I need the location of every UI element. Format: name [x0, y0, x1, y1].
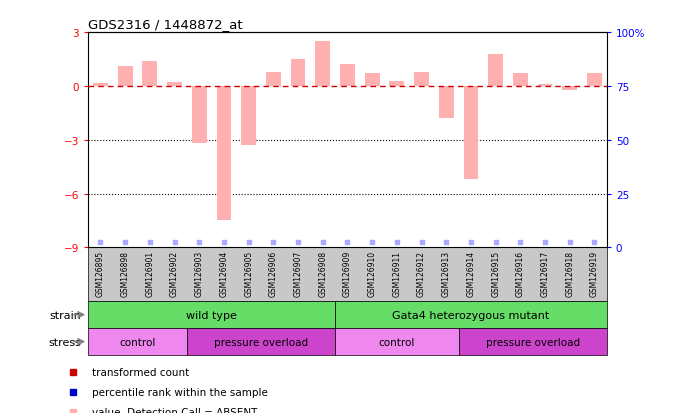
Text: transformed count: transformed count: [92, 367, 189, 377]
Bar: [562, 87, 577, 90]
Text: strain: strain: [49, 310, 81, 320]
Bar: [439, 87, 454, 119]
Text: percentile rank within the sample: percentile rank within the sample: [92, 387, 268, 397]
Bar: [167, 83, 182, 87]
Text: control: control: [379, 337, 415, 347]
Bar: [291, 60, 306, 87]
FancyBboxPatch shape: [335, 328, 458, 355]
Point: [120, 239, 131, 246]
Bar: [142, 62, 157, 87]
Bar: [513, 74, 527, 87]
Text: value, Detection Call = ABSENT: value, Detection Call = ABSENT: [92, 407, 258, 413]
Bar: [365, 74, 380, 87]
Bar: [315, 42, 330, 87]
Bar: [241, 87, 256, 146]
FancyBboxPatch shape: [88, 328, 187, 355]
Point: [95, 239, 106, 246]
Text: control: control: [119, 337, 156, 347]
Text: wild type: wild type: [186, 310, 237, 320]
Bar: [216, 87, 231, 221]
Point: [268, 239, 279, 246]
Point: [466, 239, 477, 246]
Point: [367, 239, 378, 246]
Bar: [587, 74, 602, 87]
Point: [391, 239, 402, 246]
Bar: [192, 87, 207, 144]
Point: [170, 239, 180, 246]
FancyBboxPatch shape: [335, 301, 607, 328]
Bar: [266, 72, 281, 87]
Bar: [118, 67, 133, 87]
Point: [144, 239, 155, 246]
Point: [194, 239, 205, 246]
Bar: [538, 85, 553, 87]
Bar: [414, 72, 429, 87]
Text: Gata4 heterozygous mutant: Gata4 heterozygous mutant: [393, 310, 550, 320]
Text: stress: stress: [49, 337, 81, 347]
Text: GDS2316 / 1448872_at: GDS2316 / 1448872_at: [88, 17, 243, 31]
Bar: [93, 84, 108, 87]
Bar: [464, 87, 479, 180]
Bar: [488, 55, 503, 87]
Bar: [340, 65, 355, 87]
Point: [342, 239, 353, 246]
Point: [243, 239, 254, 246]
Point: [564, 239, 575, 246]
FancyBboxPatch shape: [88, 301, 335, 328]
Point: [515, 239, 526, 246]
Text: pressure overload: pressure overload: [214, 337, 308, 347]
Point: [589, 239, 600, 246]
FancyBboxPatch shape: [458, 328, 607, 355]
FancyBboxPatch shape: [187, 328, 335, 355]
Point: [416, 239, 427, 246]
Point: [293, 239, 304, 246]
Text: pressure overload: pressure overload: [485, 337, 580, 347]
Point: [441, 239, 452, 246]
Bar: [389, 81, 404, 87]
Point: [218, 239, 229, 246]
Point: [490, 239, 501, 246]
Point: [317, 239, 328, 246]
Point: [540, 239, 551, 246]
